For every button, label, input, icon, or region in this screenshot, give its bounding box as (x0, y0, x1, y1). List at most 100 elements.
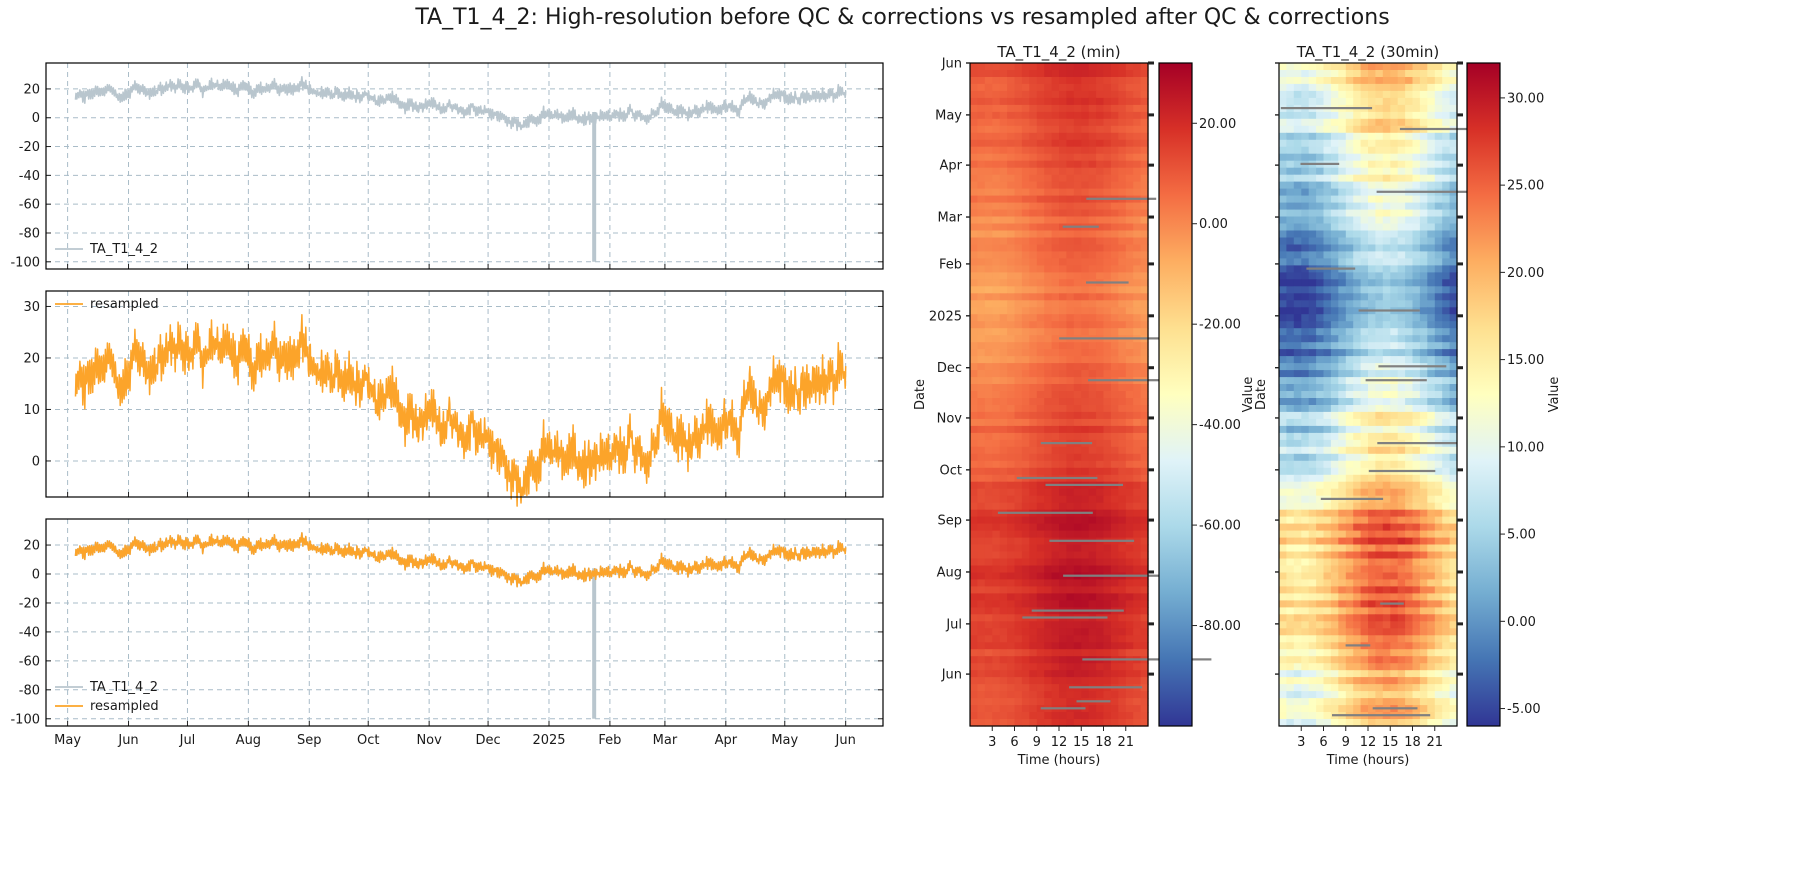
heatmap-cell (1140, 719, 1149, 727)
heatmap-cell (1419, 398, 1428, 406)
heatmap-cell (1081, 425, 1090, 434)
heatmap-cell (1073, 342, 1082, 350)
heatmap-cell (1345, 621, 1354, 629)
heatmap-cell (1088, 174, 1097, 183)
heatmap-cell (1375, 111, 1384, 120)
heatmap-cell (1449, 209, 1458, 218)
heatmap-cell (1081, 321, 1090, 329)
heatmap-cell (1014, 670, 1023, 678)
heatmap-cell (1081, 446, 1090, 455)
heatmap-cell (1036, 139, 1045, 148)
heatmap-cell (1110, 495, 1119, 504)
heatmap-cell (1368, 411, 1376, 420)
heatmap-cell (1345, 279, 1354, 287)
heatmap-cell (1382, 230, 1391, 239)
heatmap-cell (1338, 251, 1347, 259)
heatmap-cell (1118, 502, 1127, 511)
heatmap-cell (1368, 300, 1376, 308)
heatmap-cell (1286, 453, 1295, 462)
heatmap-cell (1125, 230, 1134, 239)
heatmap-cell (1434, 405, 1443, 413)
heatmap-cell (1081, 719, 1090, 727)
heatmap-cell (1368, 237, 1376, 246)
heatmap-cell (1308, 188, 1317, 197)
heatmap-cell (1059, 125, 1067, 134)
heatmap-cell (1427, 642, 1436, 650)
heatmap-cell (1397, 530, 1406, 539)
heatmap-cell (999, 132, 1008, 141)
heatmap-cell (1021, 425, 1030, 434)
heatmap-cell (1279, 300, 1287, 308)
heatmap-cell (1066, 181, 1075, 190)
heatmap-cell (1096, 663, 1105, 671)
heatmap-cell (1301, 174, 1310, 183)
legend-label: TA_T1_4_2 (89, 242, 158, 257)
heatmap-cell (1103, 202, 1112, 211)
heatmap-cell (1021, 502, 1030, 511)
heatmap-cell (1007, 698, 1016, 706)
heatmap-cell (1036, 453, 1045, 462)
heatmap-cell (1029, 391, 1038, 399)
y-tick-label: -40 (19, 625, 40, 640)
heatmap-cell (1286, 467, 1295, 476)
heatmap-cell (1140, 488, 1149, 497)
heatmap-cell (1434, 160, 1443, 169)
heatmap-cell (1088, 118, 1097, 127)
heatmap-cell (999, 209, 1008, 218)
heatmap-cell (1308, 293, 1317, 301)
heatmap-cell (1442, 237, 1451, 246)
heatmap-cell (1036, 593, 1045, 601)
heatmap-cell (1044, 488, 1053, 497)
heatmap-cell (1323, 258, 1332, 266)
heatmap-cell (1412, 314, 1421, 322)
heatmap-cell (1125, 551, 1134, 560)
heatmap-cell (1014, 328, 1023, 336)
heatmap-cell (1279, 558, 1287, 567)
heatmap-cell (1397, 432, 1406, 441)
heatmap-cell (1059, 111, 1067, 120)
heatmap-cell (1007, 495, 1016, 504)
heatmap-cell (1286, 642, 1295, 650)
heatmap-cell (1330, 523, 1339, 532)
heatmap-cell (1412, 418, 1421, 427)
heatmap-cell (1293, 181, 1302, 190)
heatmap-cell (1286, 132, 1295, 141)
heatmap-cell (1308, 614, 1317, 622)
heatmap-cell (1103, 167, 1112, 176)
heatmap-cell (1330, 474, 1339, 483)
heatmap-cell (1419, 418, 1428, 427)
heatmap-cell (1293, 370, 1302, 378)
heatmap-cell (999, 279, 1008, 287)
heatmap-cell (1066, 600, 1075, 608)
heatmap-cell (1316, 607, 1325, 615)
heatmap-cell (1412, 160, 1421, 169)
heatmap-cell (1397, 342, 1406, 350)
heatmap-cell (1029, 293, 1038, 301)
missing-data-segment (1022, 616, 1108, 619)
heatmap-cell (977, 488, 986, 497)
heatmap-cell (1434, 635, 1443, 643)
heatmap-cell (1397, 279, 1406, 287)
heatmap-cell (1140, 370, 1149, 378)
heatmap-cell (1014, 153, 1023, 162)
heatmap-cell (1345, 237, 1354, 246)
heatmap-cell (1007, 97, 1016, 106)
missing-data-segment (1372, 707, 1418, 710)
heatmap-cell (1397, 551, 1406, 560)
heatmap-cell (1029, 63, 1038, 71)
heatmap-cell (1323, 712, 1332, 720)
heatmap-cell (1353, 195, 1362, 204)
heatmap-cell (1051, 77, 1060, 85)
heatmap-cell (1051, 621, 1060, 629)
heatmap-cell (1419, 77, 1428, 85)
heatmap-cell (1279, 293, 1287, 301)
heatmap-cell (1073, 635, 1082, 643)
heatmap-cell (1382, 293, 1391, 301)
heatmap-cell (1301, 321, 1310, 329)
heatmap-cell (1096, 712, 1105, 720)
heatmap-cell (1059, 272, 1067, 280)
heatmap-cell (1279, 377, 1287, 385)
heatmap-cell (1021, 460, 1030, 469)
heatmap-cell (1316, 244, 1325, 253)
